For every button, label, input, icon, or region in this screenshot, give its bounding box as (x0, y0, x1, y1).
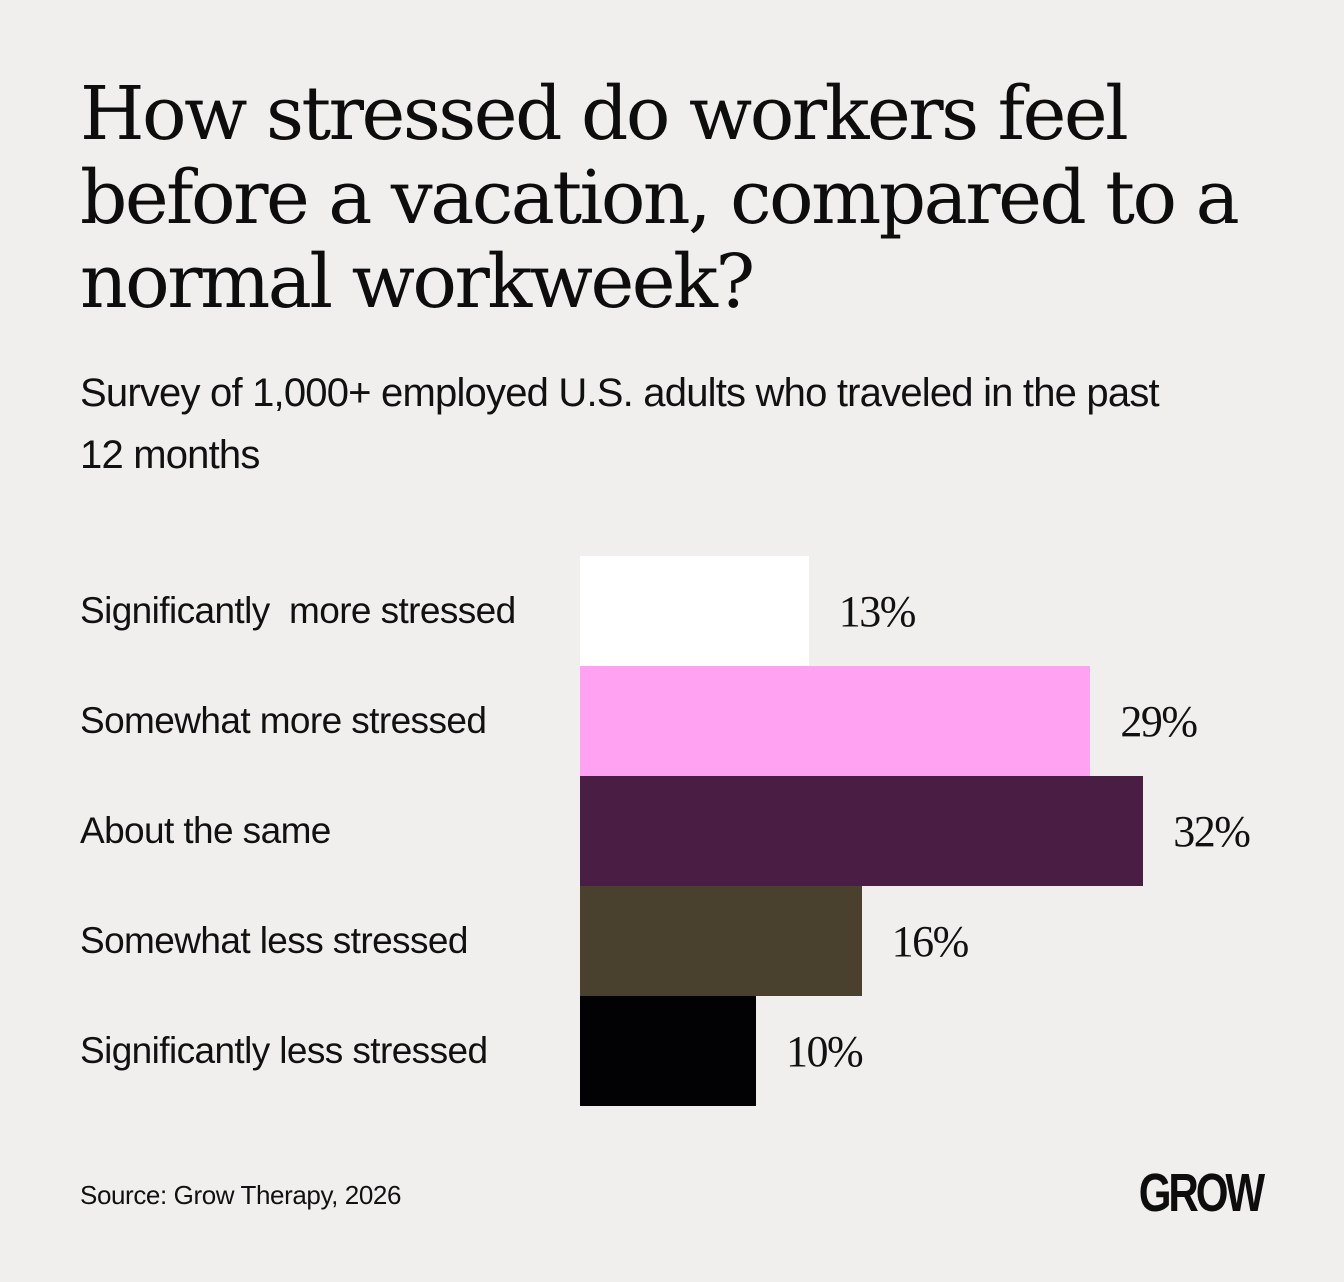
grow-logo: GROW (1138, 1163, 1265, 1223)
category-label: Somewhat more stressed (80, 700, 487, 741)
value-label: 10% (786, 1027, 864, 1076)
bar (580, 556, 809, 666)
category-label: Significantly more stressed (80, 590, 516, 631)
category-label: Somewhat less stressed (80, 920, 468, 961)
chart-subtitle: Survey of 1,000+ employed U.S. adults wh… (80, 371, 1160, 477)
bar (580, 996, 756, 1106)
value-label: 32% (1173, 807, 1251, 856)
bar (580, 666, 1091, 776)
source-note: Source: Grow Therapy, 2026 (80, 1180, 402, 1210)
category-label: Significantly less stressed (80, 1030, 488, 1071)
value-label: 13% (838, 587, 917, 636)
bar (580, 776, 1144, 886)
value-label: 29% (1120, 697, 1198, 746)
bar (580, 886, 862, 996)
chart-title: How stressed do workers feel before a va… (80, 71, 1240, 325)
category-label: About the same (80, 810, 331, 851)
value-label: 16% (891, 917, 970, 966)
